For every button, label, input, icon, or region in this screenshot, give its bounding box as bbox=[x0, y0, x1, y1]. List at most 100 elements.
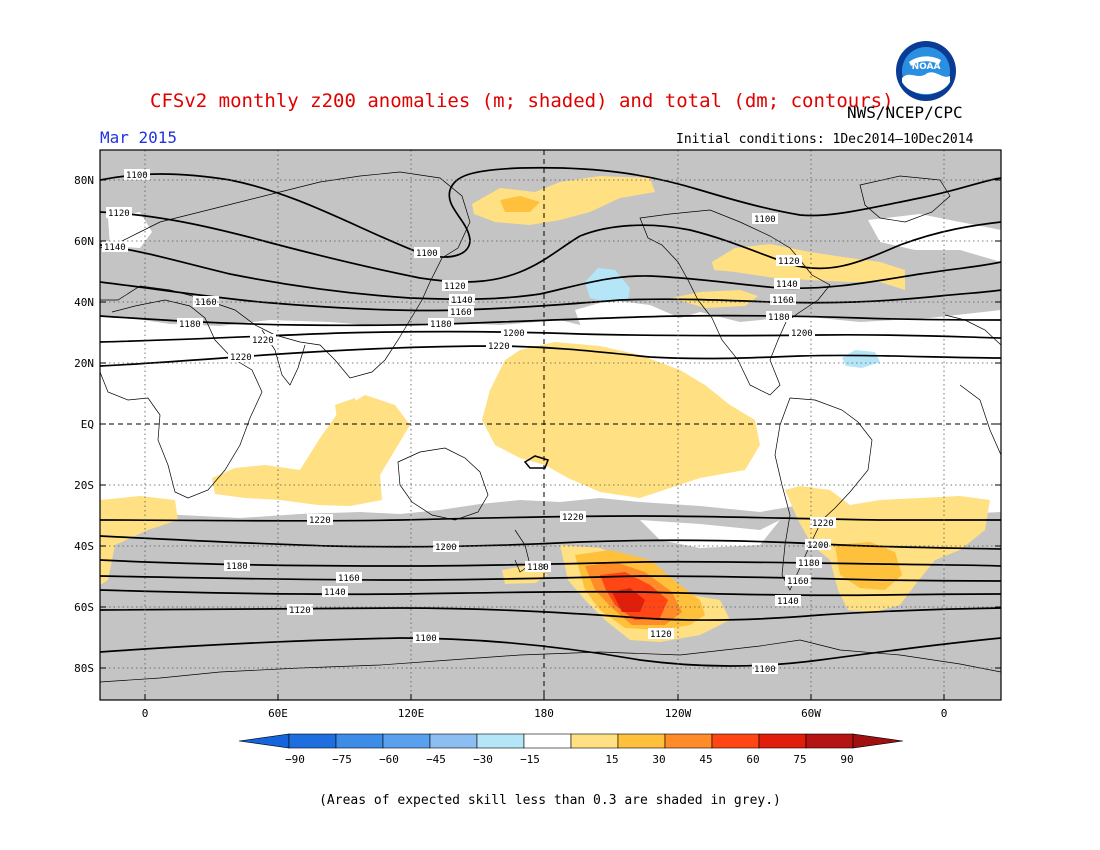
contour-label: 1100 bbox=[752, 663, 778, 675]
contour-label-text: 1100 bbox=[416, 249, 438, 259]
noaa-logo-icon: NOAA bbox=[896, 41, 956, 101]
contour-label-text: 1220 bbox=[488, 342, 510, 352]
longitude-labels: 0 60E 120E 180 120W 60W 0 bbox=[142, 707, 948, 720]
contour-label: 1160 bbox=[785, 575, 811, 587]
contour-label: 1140 bbox=[775, 595, 801, 607]
colorbar-label: −60 bbox=[379, 753, 399, 766]
lon-label: 120W bbox=[665, 707, 692, 720]
contour-label-text: 1160 bbox=[338, 574, 360, 584]
contour-label: 1180 bbox=[224, 560, 250, 572]
contour-label-text: 1140 bbox=[777, 597, 799, 607]
anomaly-75-90 bbox=[612, 588, 645, 612]
colorbar-segment bbox=[429, 733, 478, 749]
contour-label-text: 1100 bbox=[754, 665, 776, 675]
contour-label-text: 1140 bbox=[104, 243, 126, 253]
antarctica-outline bbox=[100, 639, 1001, 683]
pacific-island-outline bbox=[523, 455, 549, 469]
agency-label: NWS/NCEP/CPC bbox=[847, 103, 963, 122]
contour-label: 1200 bbox=[805, 539, 831, 551]
contour-label: 1220 bbox=[307, 514, 333, 526]
plot-frame bbox=[99, 149, 1002, 701]
contour-label: 1160 bbox=[448, 306, 474, 318]
colorbar-label: −15 bbox=[520, 753, 540, 766]
contour-label: 1220 bbox=[250, 334, 276, 346]
contour-label-text: 1200 bbox=[503, 329, 525, 339]
contour-label-text: 1140 bbox=[324, 588, 346, 598]
height-contours bbox=[100, 166, 1001, 667]
contour-label: 1140 bbox=[449, 294, 475, 306]
contour-n1180 bbox=[100, 314, 1001, 327]
contour-n1100-west bbox=[100, 166, 1001, 258]
colorbar-segment bbox=[758, 733, 807, 749]
continent-outlines bbox=[100, 171, 1001, 683]
contour-label: 1220 bbox=[560, 511, 586, 523]
lat-label: 20N bbox=[74, 357, 94, 370]
africa-east-coast-outline bbox=[959, 384, 1001, 456]
colorbar-label: 60 bbox=[746, 753, 759, 766]
contour-label: 1120 bbox=[106, 207, 132, 219]
contour-label-text: 1140 bbox=[776, 280, 798, 290]
lat-label: 20S bbox=[74, 479, 94, 492]
contour-label-text: 1160 bbox=[772, 296, 794, 306]
graticule bbox=[100, 150, 1001, 700]
lat-label: 40N bbox=[74, 296, 94, 309]
lon-label: 0 bbox=[941, 707, 948, 720]
contour-label-text: 1180 bbox=[768, 313, 790, 323]
contour-s1220 bbox=[100, 515, 1001, 522]
contour-label-text: 1200 bbox=[807, 541, 829, 551]
africa-outline bbox=[100, 299, 263, 499]
contour-label: 1180 bbox=[766, 311, 792, 323]
colorbar-segment bbox=[664, 733, 713, 749]
colorbar: −90 −75 −60 −45 −30 −15 15 30 45 60 75 90 bbox=[238, 733, 904, 766]
contour-label: 1120 bbox=[442, 280, 468, 292]
contour-label-text: 1100 bbox=[126, 171, 148, 181]
contour-label: 1100 bbox=[752, 213, 778, 225]
contour-labels: 1100 1100 1100 1120 1120 1120 1140 1140 … bbox=[102, 169, 836, 675]
contour-label-text: 1140 bbox=[451, 296, 473, 306]
colorbar-label: 90 bbox=[840, 753, 853, 766]
contour-label-text: 1200 bbox=[791, 329, 813, 339]
contour-s1160 bbox=[100, 575, 1001, 582]
contour-label-text: 1120 bbox=[778, 257, 800, 267]
colorbar-label: −30 bbox=[473, 753, 493, 766]
lon-label: 0 bbox=[142, 707, 149, 720]
india-outline bbox=[261, 329, 306, 386]
logo-text: NOAA bbox=[912, 62, 941, 72]
colorbar-label: −45 bbox=[426, 753, 446, 766]
colorbar-arrow-low bbox=[238, 733, 290, 749]
contour-label: 1160 bbox=[193, 296, 219, 308]
initial-conditions: Initial conditions: 1Dec2014—10Dec2014 bbox=[676, 132, 974, 147]
contour-label-text: 1220 bbox=[562, 513, 584, 523]
contour-n1160 bbox=[100, 281, 1001, 312]
colorbar-label: 75 bbox=[793, 753, 806, 766]
colorbar-segment bbox=[711, 733, 760, 749]
australia-outline bbox=[397, 447, 489, 521]
contour-s1200 bbox=[100, 535, 1001, 550]
contour-label: 1220 bbox=[228, 351, 254, 363]
skill-caption: (Areas of expected skill less than 0.3 a… bbox=[319, 793, 781, 808]
axis-ticks bbox=[100, 179, 1001, 700]
equator-dateline bbox=[100, 150, 1001, 700]
lat-label: 60N bbox=[74, 235, 94, 248]
contour-label-text: 1120 bbox=[289, 606, 311, 616]
anomaly-neg-15-30 bbox=[585, 268, 880, 368]
contour-label: 1100 bbox=[413, 632, 439, 644]
colorbar-label: 45 bbox=[699, 753, 712, 766]
contour-label: 1100 bbox=[124, 169, 150, 181]
lat-label: 80S bbox=[74, 662, 94, 675]
colorbar-segment bbox=[476, 733, 525, 749]
contour-label: 1120 bbox=[776, 255, 802, 267]
contour-label: 1120 bbox=[648, 628, 674, 640]
contour-label: 1220 bbox=[486, 340, 512, 352]
lon-label: 120E bbox=[398, 707, 425, 720]
colorbar-segment bbox=[570, 733, 619, 749]
greenland-outline bbox=[859, 175, 951, 223]
map-title: CFSv2 monthly z200 anomalies (m; shaded)… bbox=[150, 90, 894, 112]
lat-label: EQ bbox=[81, 418, 94, 431]
contour-label-text: 1220 bbox=[230, 353, 252, 363]
contour-label-text: 1220 bbox=[252, 336, 274, 346]
contour-label-text: 1160 bbox=[195, 298, 217, 308]
colorbar-segment bbox=[335, 733, 384, 749]
lon-label: 60W bbox=[801, 707, 821, 720]
forecast-month: Mar 2015 bbox=[100, 128, 178, 147]
